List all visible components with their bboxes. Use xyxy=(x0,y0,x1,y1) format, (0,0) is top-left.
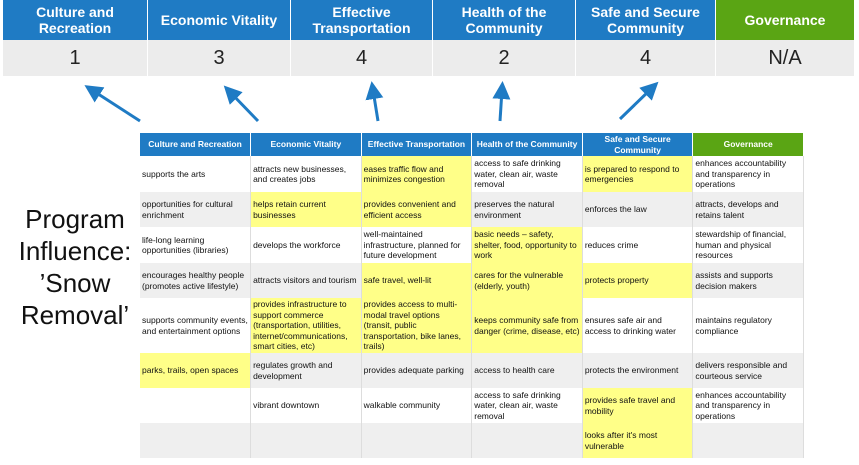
table-cell: provides adequate parking xyxy=(361,353,473,388)
table-cell: attracts, develops and retains talent xyxy=(692,192,804,227)
summary-header: Culture and Recreation xyxy=(3,0,148,40)
table-cell: opportunities for cultural enrichment xyxy=(140,192,252,227)
influence-table: Culture and Recreation Economic Vitality E… xyxy=(140,133,804,458)
table-cell: enhances accountability and transparency… xyxy=(692,388,804,423)
title-line: Removal’ xyxy=(20,300,130,330)
table-cell: provides access to multi-modal travel op… xyxy=(361,298,473,353)
summary-header: Effective Transportation xyxy=(291,0,433,40)
table-cell: life-long learning opportunities (librar… xyxy=(140,227,252,263)
table-cell: preserves the natural environment xyxy=(471,192,583,227)
table-row: supports community events, and entertain… xyxy=(140,298,804,353)
table-cell: cares for the vulnerable (elderly, youth… xyxy=(471,263,583,298)
table-cell: supports the arts xyxy=(140,156,252,192)
table-header: Safe and Secure Community xyxy=(582,133,694,156)
arrow-icon xyxy=(223,85,260,123)
table-cell: supports community events, and entertain… xyxy=(140,298,252,353)
summary-header: Economic Vitality xyxy=(148,0,291,40)
table-header: Economic Vitality xyxy=(250,133,362,156)
summary-scorecard: Culture and Recreation Economic Vitality E… xyxy=(3,0,855,76)
table-cell: delivers responsible and courteous servi… xyxy=(692,353,804,388)
table-cell xyxy=(140,423,252,458)
summary-header: Health of the Community xyxy=(433,0,576,40)
table-cell: looks after it's most vulnerable xyxy=(582,423,694,458)
table-cell: maintains regulatory compliance xyxy=(692,298,804,353)
table-cell: is prepared to respond to emergencies xyxy=(582,156,694,192)
table-row: opportunities for cultural enrichment hel… xyxy=(140,192,804,227)
table-header: Governance xyxy=(692,133,804,156)
table-row: vibrant downtown walkable community access… xyxy=(140,388,804,423)
arrow-icon xyxy=(84,85,141,123)
table-cell: provides convenient and efficient access xyxy=(361,192,473,227)
table-cell xyxy=(140,388,252,423)
title-line: Influence: xyxy=(18,236,132,266)
table-cell: provides infrastructure to support comme… xyxy=(250,298,362,353)
table-cell: assists and supports decision makers xyxy=(692,263,804,298)
table-cell: keeps community safe from danger (crime,… xyxy=(471,298,583,353)
table-cell: reduces crime xyxy=(582,227,694,263)
table-header: Health of the Community xyxy=(471,133,583,156)
table-row: supports the arts attracts new businesses… xyxy=(140,156,804,192)
table-cell: ensures safe air and access to drinking … xyxy=(582,298,694,353)
table-cell xyxy=(471,423,583,458)
table-header: Effective Transportation xyxy=(361,133,473,156)
table-row: looks after it's most vulnerable xyxy=(140,423,804,458)
table-cell: provides safe travel and mobility xyxy=(582,388,694,423)
arrow-icon xyxy=(618,81,659,121)
summary-header: Safe and Secure Community xyxy=(576,0,716,40)
table-cell xyxy=(250,423,362,458)
table-cell: basic needs – safety, shelter, food, opp… xyxy=(471,227,583,263)
table-cell: regulates growth and development xyxy=(250,353,362,388)
summary-header: Governance xyxy=(716,0,855,40)
table-row: parks, trails, open spaces regulates grow… xyxy=(140,353,804,388)
table-cell: safe travel, well-lit xyxy=(361,263,473,298)
table-cell: access to safe drinking water, clean air… xyxy=(471,388,583,423)
table-cell: eases traffic flow and minimizes congest… xyxy=(361,156,473,192)
table-cell: encourages healthy people (promotes acti… xyxy=(140,263,252,298)
table-cell: well-maintained infrastructure, planned … xyxy=(361,227,473,263)
summary-score: N/A xyxy=(716,40,855,76)
table-row: life-long learning opportunities (librar… xyxy=(140,227,804,263)
arrow-icon xyxy=(492,81,511,122)
table-cell: develops the workforce xyxy=(250,227,362,263)
table-cell: enforces the law xyxy=(582,192,694,227)
table-cell: enhances accountability and transparency… xyxy=(692,156,804,192)
table-cell: protects the environment xyxy=(582,353,694,388)
arrow-icon xyxy=(365,81,384,122)
table-header: Culture and Recreation xyxy=(140,133,252,156)
table-cell xyxy=(361,423,473,458)
table-cell: attracts new businesses, and creates job… xyxy=(250,156,362,192)
table-cell: parks, trails, open spaces xyxy=(140,353,252,388)
table-cell: access to safe drinking water, clean air… xyxy=(471,156,583,192)
table-cell: protects property xyxy=(582,263,694,298)
table-cell xyxy=(692,423,804,458)
table-row: encourages healthy people (promotes acti… xyxy=(140,263,804,298)
table-cell: access to health care xyxy=(471,353,583,388)
summary-score: 3 xyxy=(148,40,291,76)
summary-score: 2 xyxy=(433,40,576,76)
summary-score: 1 xyxy=(3,40,148,76)
title-line: ’Snow xyxy=(39,268,111,298)
table-cell: vibrant downtown xyxy=(250,388,362,423)
table-cell: walkable community xyxy=(361,388,473,423)
table-cell: attracts visitors and tourism xyxy=(250,263,362,298)
summary-score: 4 xyxy=(291,40,433,76)
table-cell: stewardship of financial, human and phys… xyxy=(692,227,804,263)
program-title: Program Influence: ’Snow Removal’ xyxy=(0,203,150,331)
title-line: Program xyxy=(25,204,125,234)
table-cell: helps retain current businesses xyxy=(250,192,362,227)
summary-score: 4 xyxy=(576,40,716,76)
